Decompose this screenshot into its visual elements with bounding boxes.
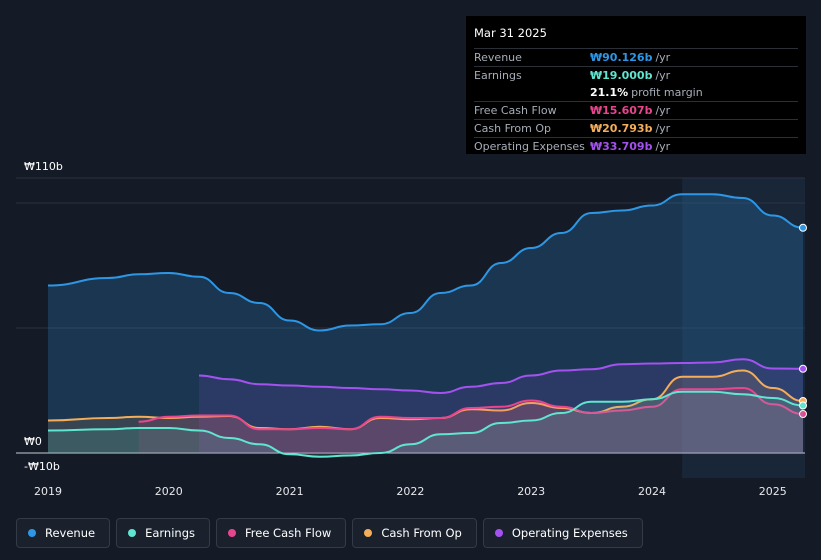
earnings-end-marker [799, 401, 807, 410]
revenue-end-marker [799, 223, 807, 232]
legend-label: Earnings [145, 526, 195, 540]
x-axis-tick-label: 2022 [396, 485, 424, 498]
free-cash-flow-area [138, 388, 804, 453]
legend-dot-icon [28, 529, 36, 537]
x-axis-tick-label: 2024 [638, 485, 666, 498]
legend: Revenue Earnings Free Cash Flow Cash Fro… [16, 518, 643, 548]
tooltip-label: Free Cash Flow [474, 104, 557, 117]
tooltip-row-profit-margin: 21.1% profit margin [474, 84, 798, 101]
x-axis-tick-label: 2023 [517, 485, 545, 498]
legend-dot-icon [128, 529, 137, 537]
legend-dot-icon [494, 529, 503, 537]
tooltip-row-revenue: Revenue ₩90.126b /yr [474, 48, 798, 66]
tooltip-unit: /yr [655, 104, 671, 117]
tooltip-unit: /yr [655, 69, 671, 82]
tooltip-label: Revenue [474, 51, 522, 64]
legend-label: Cash From Op [381, 526, 462, 540]
tooltip-row-cash-from-op: Cash From Op ₩20.793b /yr [474, 119, 798, 137]
earnings-line [47, 390, 804, 458]
legend-label: Free Cash Flow [245, 526, 332, 540]
revenue-area [48, 194, 803, 453]
y-axis-label: ₩0 [24, 435, 42, 448]
tooltip-row-free-cash-flow: Free Cash Flow ₩15.607b /yr [474, 101, 798, 119]
tooltip-value: ₩15.607b [590, 104, 653, 117]
tooltip-label: Cash From Op [474, 122, 552, 135]
tooltip-unit: profit margin [631, 86, 703, 99]
legend-label: Operating Expenses [511, 526, 628, 540]
tooltip-row-earnings: Earnings ₩19.000b /yr [474, 66, 798, 84]
y-axis-label: ₩110b [24, 160, 63, 173]
legend-dot-icon [228, 529, 236, 537]
legend-item-earnings[interactable]: Earnings [116, 518, 210, 548]
tooltip-row-operating-expenses: Operating Expenses ₩33.709b /yr [474, 137, 798, 155]
earnings-area [48, 391, 803, 457]
legend-dot-icon [364, 529, 373, 537]
financial-chart: ₩110b ₩0 -₩10b 2019 2020 2021 2022 2023 2024 2025 [16, 160, 807, 498]
tooltip-date: Mar 31 2025 [474, 26, 547, 40]
legend-item-cash-from-op[interactable]: Cash From Op [352, 518, 477, 548]
legend-label: Revenue [45, 526, 96, 540]
tooltip-label: Earnings [474, 69, 522, 82]
x-axis-tick-label: 2020 [155, 485, 183, 498]
tooltip-panel: Mar 31 2025 Revenue ₩90.126b /yr Earning… [466, 16, 806, 154]
cash-from-op-area [48, 370, 803, 453]
tooltip-unit: /yr [655, 140, 671, 153]
x-axis-tick-label: 2025 [759, 485, 787, 498]
tooltip-unit: /yr [655, 51, 671, 64]
tooltip-unit: /yr [655, 122, 671, 135]
legend-item-operating-expenses[interactable]: Operating Expenses [482, 518, 643, 548]
tooltip-value: ₩20.793b [590, 122, 653, 135]
operating-expenses-end-marker [799, 364, 807, 373]
free-cash-flow-end-marker [799, 410, 807, 418]
tooltip-label: Operating Expenses [474, 140, 585, 153]
tooltip-value: 21.1% [590, 86, 629, 99]
tooltip-value: ₩33.709b [590, 140, 653, 153]
tooltip-value: ₩19.000b [590, 69, 653, 82]
x-axis-tick-label: 2021 [276, 485, 304, 498]
revenue-line [47, 193, 804, 332]
operating-expenses-line [198, 358, 804, 395]
legend-item-revenue[interactable]: Revenue [16, 518, 111, 548]
legend-item-free-cash-flow[interactable]: Free Cash Flow [216, 518, 347, 548]
free-cash-flow-line [138, 386, 804, 431]
y-axis-label: -₩10b [24, 460, 60, 473]
x-axis-tick-label: 2019 [34, 485, 62, 498]
tooltip-label [474, 84, 590, 101]
tooltip-value: ₩90.126b [590, 51, 653, 64]
